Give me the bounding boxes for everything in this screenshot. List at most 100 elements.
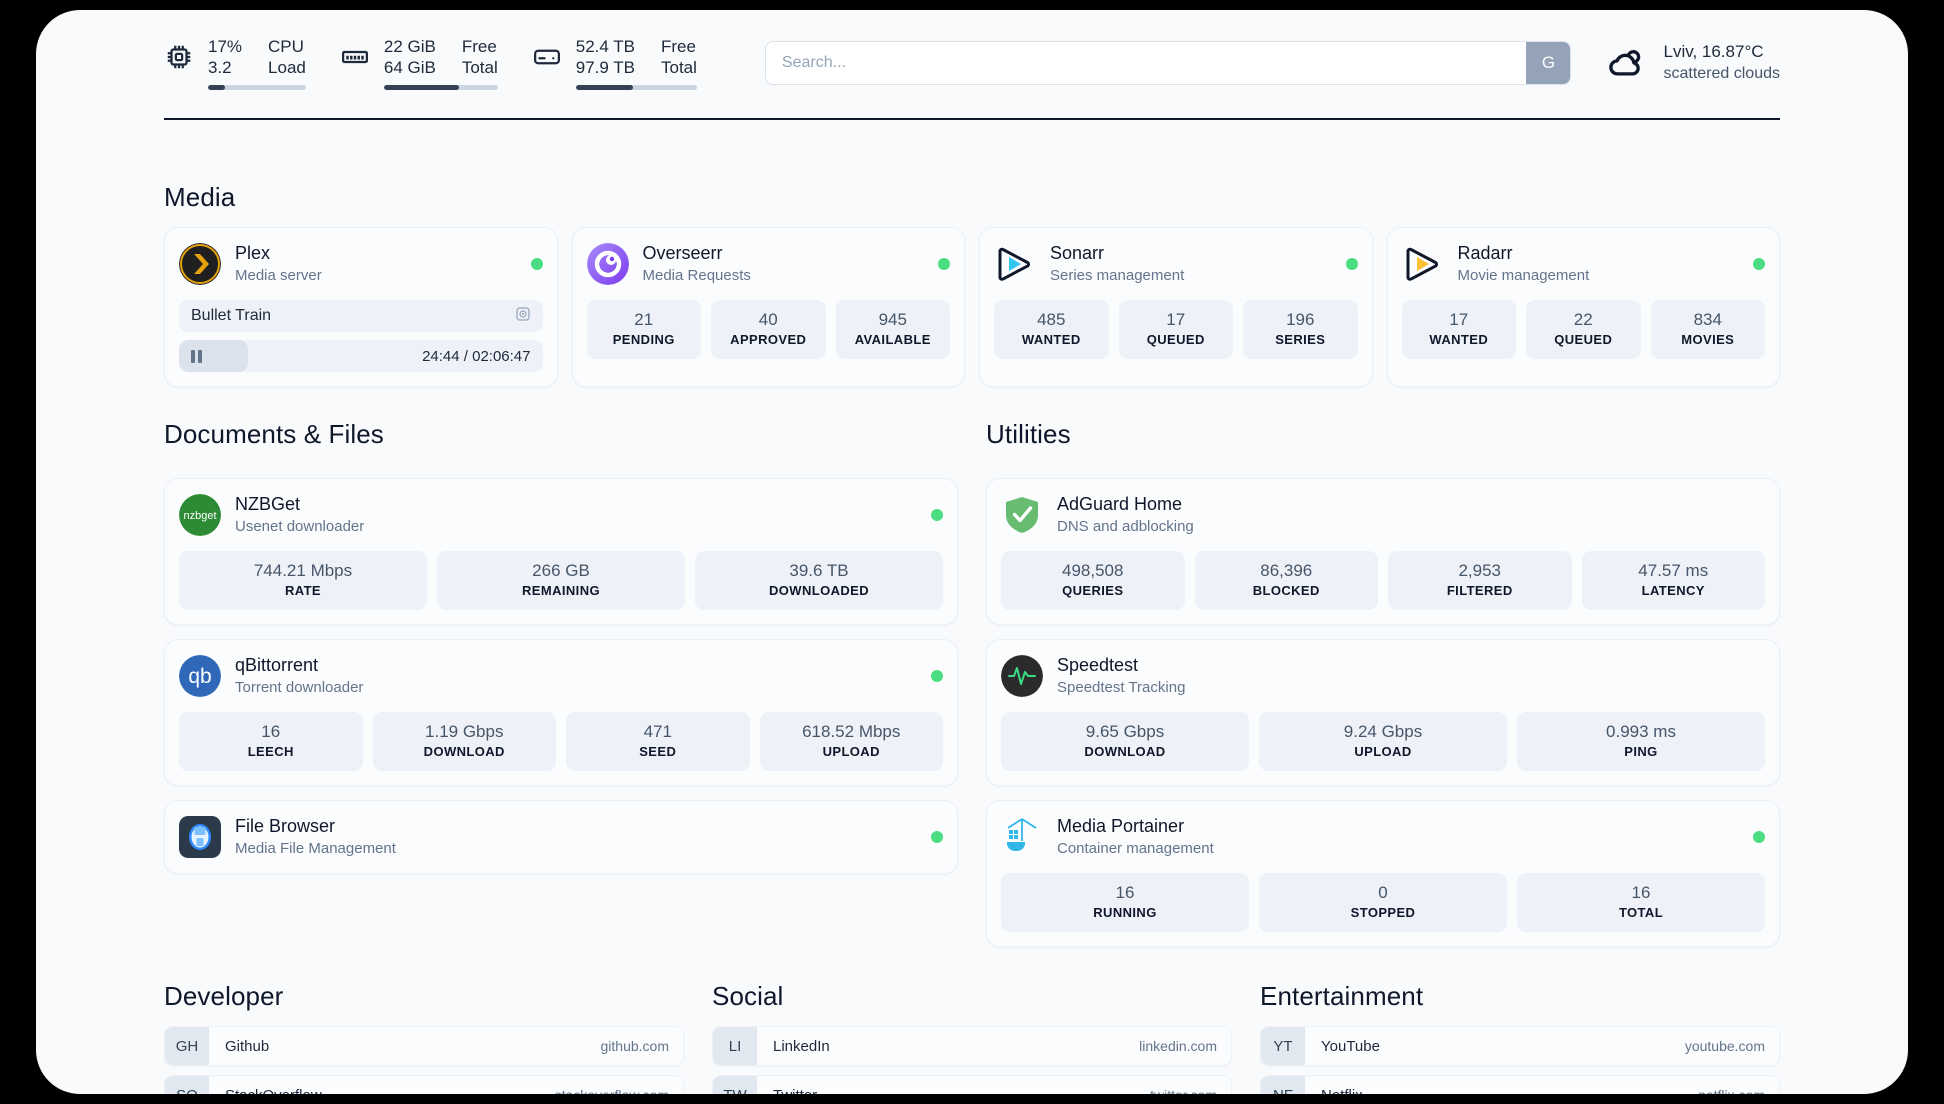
- stat-movies: 834 MOVIES: [1650, 300, 1765, 359]
- stat-label: SEED: [639, 744, 677, 759]
- ram-label-2: Total: [461, 58, 498, 77]
- bookmark-netflix[interactable]: NF Netflix netflix.com: [1260, 1075, 1780, 1094]
- stat-value: 47.57 ms: [1638, 561, 1709, 580]
- card-media-portainer[interactable]: Media Portainer Container management 16 …: [986, 800, 1780, 947]
- bookmark-title-entertainment: Entertainment: [1260, 981, 1424, 1011]
- nzbget-name: NZBGet: [235, 494, 301, 514]
- utilities-column: AdGuard Home DNS and adblocking 498,508 …: [986, 478, 1780, 947]
- qbittorrent-name: qBittorrent: [235, 655, 319, 675]
- documents-column: nzbget NZBGet Usenet downloader 744.21 M…: [164, 478, 958, 947]
- plex-name: Plex: [235, 243, 271, 263]
- overseerr-subtitle: Media Requests: [642, 267, 751, 284]
- qbittorrent-subtitle: Torrent downloader: [235, 679, 364, 696]
- cpu-usage-bar: [208, 85, 306, 90]
- stat-value: 1.19 Gbps: [425, 722, 504, 741]
- sonarr-status-dot: [1345, 258, 1358, 270]
- card-speedtest[interactable]: Speedtest Speedtest Tracking 9.65 Gbps D…: [986, 639, 1780, 786]
- portainer-name: Media Portainer: [1057, 816, 1185, 836]
- dashboard-window: 17% 3.2 CPU Load: [36, 10, 1908, 1094]
- bookmark-badge: TW: [713, 1076, 757, 1094]
- stat-label: QUEUED: [1146, 332, 1205, 347]
- card-radarr[interactable]: Radarr Movie management 17 WANTED 22 QUE…: [1386, 227, 1780, 387]
- bookmark-badge: GH: [165, 1027, 209, 1065]
- bookmark-label: StackOverflow: [225, 1087, 322, 1095]
- stat-value: 0: [1378, 883, 1388, 902]
- cpu-usage-fill: [208, 85, 225, 90]
- stat-label: REMAINING: [522, 583, 600, 598]
- stat-value: 9.24 Gbps: [1343, 722, 1423, 741]
- bookmark-twitter[interactable]: TW Twitter twitter.com: [712, 1075, 1232, 1094]
- overseerr-stats: 21 PENDING 40 APPROVED 945 AVAILABLE: [586, 300, 950, 359]
- stat-downloaded: 39.6 TB DOWNLOADED: [695, 551, 943, 610]
- stat-leech: 16 LEECH: [179, 712, 363, 771]
- cloud-icon: [1605, 42, 1647, 84]
- sonarr-icon: [994, 243, 1036, 285]
- stat-total: 16 TOTAL: [1517, 873, 1765, 932]
- bookmark-url: linkedin.com: [1139, 1038, 1217, 1054]
- weather-condition: scattered clouds: [1663, 65, 1780, 82]
- card-adguard-home[interactable]: AdGuard Home DNS and adblocking 498,508 …: [986, 478, 1780, 625]
- search-input[interactable]: [765, 42, 1527, 84]
- radarr-status-dot: [1753, 258, 1765, 270]
- bookmark-github[interactable]: GH Github github.com: [164, 1026, 684, 1066]
- disk-value-1: 52.4 TB: [575, 37, 635, 56]
- bookmark-youtube[interactable]: YT YouTube youtube.com: [1260, 1026, 1780, 1066]
- stat-download: 1.19 Gbps DOWNLOAD: [372, 712, 556, 771]
- stat-ping: 0.993 ms PING: [1517, 712, 1765, 771]
- pause-icon[interactable]: [191, 349, 202, 363]
- qbittorrent-status-dot: [931, 670, 943, 682]
- search-submit-button[interactable]: G: [1526, 42, 1571, 84]
- ram-usage-fill: [383, 85, 460, 90]
- bookmark-linkedin[interactable]: LI LinkedIn linkedin.com: [712, 1026, 1232, 1066]
- stat-value: 2,953: [1458, 561, 1502, 580]
- stat-value: 485: [1037, 310, 1066, 329]
- disk-usage-fill: [575, 85, 633, 90]
- bookmark-stackoverflow[interactable]: SO StackOverflow stackoverflow.com: [164, 1075, 684, 1094]
- radarr-icon: [1402, 243, 1444, 285]
- search-bar[interactable]: G: [764, 41, 1572, 85]
- stat-wanted: 17 WANTED: [1401, 300, 1516, 359]
- plex-subtitle: Media server: [235, 267, 322, 284]
- stat-value: 17: [1449, 310, 1469, 329]
- disk-icon: [532, 42, 562, 72]
- portainer-stats: 16 RUNNING 0 STOPPED 16 TOTAL: [1001, 873, 1765, 932]
- card-sonarr[interactable]: Sonarr Series management 485 WANTED 17 Q…: [979, 227, 1373, 387]
- card-nzbget[interactable]: nzbget NZBGet Usenet downloader 744.21 M…: [164, 478, 958, 625]
- qbittorrent-icon: qb: [179, 655, 221, 697]
- card-plex[interactable]: Plex Media server Bullet Train: [164, 227, 558, 387]
- stat-label: DOWNLOAD: [423, 744, 505, 759]
- bookmark-title-social: Social: [712, 981, 784, 1011]
- header-divider: [164, 118, 1780, 120]
- card-qbittorrent[interactable]: qb qBittorrent Torrent downloader 16 LEE…: [164, 639, 958, 786]
- stat-label: RATE: [284, 583, 322, 598]
- stat-label: AVAILABLE: [854, 332, 931, 347]
- stat-value: 40: [758, 310, 778, 329]
- weather-widget: Lviv, 16.87°C scattered clouds: [1605, 41, 1780, 85]
- stat-label: RUNNING: [1093, 905, 1157, 920]
- plex-progress-bar[interactable]: 24:44 / 02:06:47: [179, 340, 543, 372]
- bookmark-badge: LI: [713, 1027, 757, 1065]
- stat-value: 39.6 TB: [789, 561, 849, 580]
- card-file-browser[interactable]: File Browser Media File Management: [164, 800, 958, 874]
- plex-status-dot: [530, 258, 543, 270]
- stat-label: DOWNLOADED: [768, 583, 870, 598]
- stat-label: FILTERED: [1446, 583, 1513, 598]
- nzbget-subtitle: Usenet downloader: [235, 518, 365, 535]
- stat-value: 16: [1115, 883, 1135, 902]
- weather-temperature: Lviv, 16.87°C: [1663, 42, 1764, 61]
- stat-queued: 17 QUEUED: [1118, 300, 1233, 359]
- card-overseerr[interactable]: Overseerr Media Requests 21 PENDING 40 A…: [571, 227, 965, 387]
- stat-label: WANTED: [1429, 332, 1489, 347]
- speedtest-icon: [1001, 655, 1043, 697]
- top-bar: 17% 3.2 CPU Load: [164, 10, 1780, 108]
- stat-label: STOPPED: [1350, 905, 1416, 920]
- stat-latency: 47.57 ms LATENCY: [1581, 551, 1765, 610]
- file-browser-status-dot: [931, 831, 943, 843]
- media-card-grid: Plex Media server Bullet Train: [164, 227, 1780, 387]
- plex-cast-icon[interactable]: [515, 306, 531, 327]
- plex-now-playing-title-row[interactable]: Bullet Train: [179, 300, 543, 332]
- cpu-value-1: 17%: [208, 37, 243, 56]
- bookmark-url: twitter.com: [1150, 1087, 1217, 1094]
- stat-queued: 22 QUEUED: [1526, 300, 1641, 359]
- stat-label: UPLOAD: [822, 744, 880, 759]
